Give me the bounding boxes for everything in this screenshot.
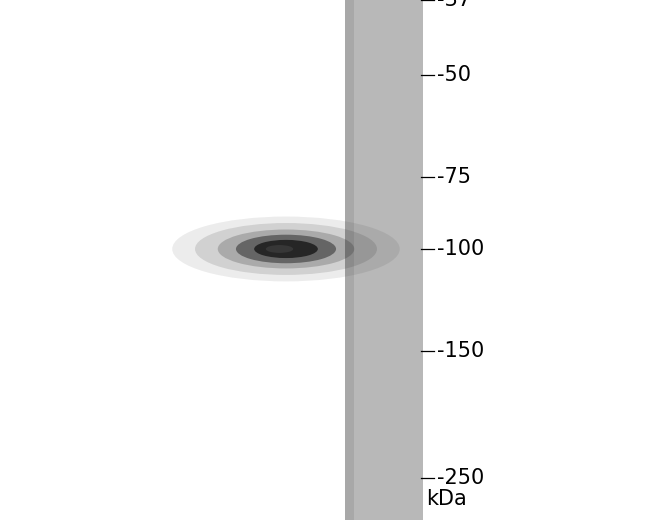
Text: kDa: kDa	[426, 489, 467, 509]
Ellipse shape	[195, 223, 377, 275]
Text: -250: -250	[437, 469, 484, 488]
Text: -50: -50	[437, 66, 471, 85]
Bar	[344, 0, 354, 520]
Bar	[344, 0, 422, 520]
Ellipse shape	[266, 245, 293, 253]
Ellipse shape	[172, 216, 400, 281]
Ellipse shape	[236, 235, 336, 263]
Text: -75: -75	[437, 167, 471, 187]
Text: -150: -150	[437, 341, 484, 360]
Text: -37: -37	[437, 0, 471, 10]
Ellipse shape	[254, 240, 318, 258]
Ellipse shape	[218, 229, 354, 268]
Text: -100: -100	[437, 239, 484, 259]
